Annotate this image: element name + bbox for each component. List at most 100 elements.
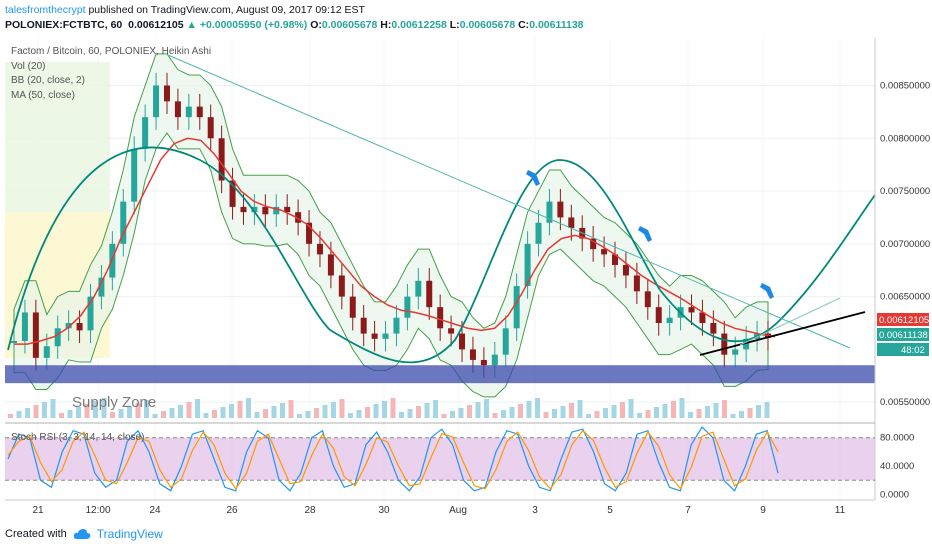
volume-bar xyxy=(161,411,166,418)
x-tick-label: 3 xyxy=(532,505,538,516)
volume-bar xyxy=(101,398,107,418)
candle-body xyxy=(54,328,61,347)
author-name[interactable]: talesfromthecrypt xyxy=(5,4,86,16)
volume-bar xyxy=(756,405,761,418)
volume-bar xyxy=(127,406,132,418)
candle-body xyxy=(273,206,280,215)
volume-bar xyxy=(416,406,421,418)
volume-bar xyxy=(543,412,549,418)
ascending-trendline[interactable] xyxy=(699,311,866,356)
open-value: 0.00605678 xyxy=(321,19,378,31)
volume-bar xyxy=(67,410,73,418)
candle-body xyxy=(295,212,302,223)
descending-trendline[interactable] xyxy=(167,54,851,349)
legend-bollinger[interactable]: BB (20, close, 2) xyxy=(11,75,85,86)
volume-bar xyxy=(390,398,396,418)
candle-body xyxy=(535,222,542,244)
volume-bar xyxy=(671,401,676,418)
volume-bar xyxy=(433,400,438,418)
stoch-y-tick-label: 40.0000 xyxy=(880,461,914,472)
cycle-peak-marker[interactable] xyxy=(526,170,540,186)
supply-zone[interactable] xyxy=(5,365,875,384)
volume-bar xyxy=(118,409,124,418)
volume-bar xyxy=(8,414,13,418)
x-tick-label: 11 xyxy=(835,505,846,516)
volume-bar xyxy=(458,408,464,418)
x-tick-label: 9 xyxy=(760,505,766,516)
volume-bar xyxy=(526,401,532,418)
legend-volume[interactable]: Vol (20) xyxy=(11,60,46,72)
volume-bar xyxy=(518,404,523,418)
last-price-badge xyxy=(877,313,929,326)
volume-bar xyxy=(679,398,685,418)
volume-bar xyxy=(637,413,642,418)
x-tick-label: 26 xyxy=(226,505,238,516)
countdown-badge xyxy=(877,343,929,356)
cycle-peak-marker[interactable] xyxy=(760,283,774,299)
candle-body xyxy=(612,254,619,265)
y-tick-label: 0.00800000 xyxy=(880,133,930,144)
volume-bar xyxy=(212,410,217,418)
volume-bar xyxy=(501,410,506,418)
open-label: O: xyxy=(310,19,322,31)
volume-bar xyxy=(288,400,294,418)
volume-bar xyxy=(186,402,192,418)
volume-bar xyxy=(93,401,98,418)
volume-bar xyxy=(713,403,719,418)
volume-bar xyxy=(535,398,540,418)
volume-bar xyxy=(339,399,345,418)
y-tick-label: 0.00750000 xyxy=(880,186,930,197)
volume-bar xyxy=(237,401,243,418)
volume-bar xyxy=(331,402,336,418)
volume-bar xyxy=(654,407,659,418)
y-tick-label: 0.00550000 xyxy=(880,397,930,408)
volume-bar xyxy=(577,400,583,418)
candle-body xyxy=(11,340,17,343)
cycle-arc-1[interactable] xyxy=(7,146,331,351)
candle-body xyxy=(502,328,509,355)
candle-body xyxy=(710,323,717,334)
stoch-title: Stoch RSI (3, 3, 14, 14, close) xyxy=(11,432,144,443)
tradingview-brand[interactable]: TradingView xyxy=(96,527,163,541)
candle-body xyxy=(459,333,466,350)
candle-body xyxy=(469,349,476,360)
volume-bar xyxy=(560,406,566,418)
candle-body xyxy=(327,254,334,276)
low-label: L: xyxy=(449,19,460,31)
x-tick-label: 12:00 xyxy=(85,505,110,516)
candle-body xyxy=(21,312,28,341)
volume-bar xyxy=(424,403,430,418)
wedge-line[interactable] xyxy=(739,297,841,346)
volume-bar xyxy=(42,402,47,418)
volume-bar xyxy=(152,414,158,418)
volume-bar xyxy=(16,411,22,418)
volume-bar xyxy=(280,403,285,418)
candle-body xyxy=(262,206,269,215)
volume-bar xyxy=(662,404,668,418)
volume-bar xyxy=(611,405,617,418)
volume-bar xyxy=(373,404,379,418)
volume-bar xyxy=(492,413,498,418)
stoch-y-tick-label: 0.0000 xyxy=(880,489,909,500)
volume-bar xyxy=(441,414,447,418)
candle-body xyxy=(393,317,400,334)
cycle-peak-marker[interactable] xyxy=(638,226,652,242)
candle-body xyxy=(65,323,72,329)
candle-body xyxy=(524,243,531,287)
cycle-arc-3[interactable] xyxy=(659,194,876,343)
candle-body xyxy=(568,217,575,228)
candle-body xyxy=(43,346,50,358)
footer: Created with TradingView xyxy=(5,527,163,541)
volume-bar xyxy=(705,406,710,418)
tradingview-cloud-icon xyxy=(73,529,90,539)
candle-body xyxy=(174,101,181,118)
candle-body xyxy=(448,328,455,334)
candle-body xyxy=(590,238,597,250)
candle-body xyxy=(732,349,739,355)
candle-body xyxy=(644,291,651,308)
candle-body xyxy=(655,307,662,323)
cycle-arc-2[interactable] xyxy=(329,159,661,364)
x-tick-label: 21 xyxy=(32,505,44,516)
legend-ma[interactable]: MA (50, close) xyxy=(11,89,75,101)
